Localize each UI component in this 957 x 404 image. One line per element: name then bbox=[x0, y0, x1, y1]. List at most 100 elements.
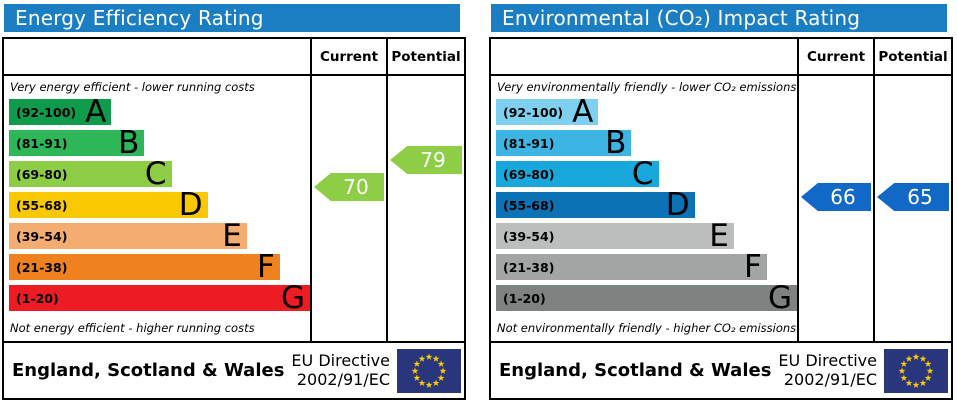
band-row-g: (1-20) G bbox=[9, 280, 310, 316]
column-header-row: Current Potential bbox=[491, 39, 951, 76]
band-row-e: (39-54) E bbox=[9, 218, 310, 254]
band-letter: A bbox=[85, 94, 107, 130]
band-range: (55-68) bbox=[16, 197, 68, 213]
potential-rating-value: 65 bbox=[907, 185, 933, 209]
potential-rating-arrow: 65 bbox=[877, 183, 949, 211]
band-f-bar: (21-38) F bbox=[496, 249, 767, 285]
band-row-a: (92-100) A bbox=[9, 94, 310, 130]
band-letter: G bbox=[767, 280, 792, 316]
band-c-bar: (69-80) C bbox=[496, 156, 659, 192]
band-a-bar: (92-100) A bbox=[496, 94, 599, 130]
band-g-bar: (1-20) G bbox=[9, 280, 310, 316]
band-row-e: (39-54) E bbox=[496, 218, 797, 254]
band-d-bar: (55-68) D bbox=[496, 187, 695, 223]
potential-rating-value: 79 bbox=[420, 148, 446, 172]
band-letter: B bbox=[118, 125, 140, 161]
region-label: England, Scotland & Wales bbox=[12, 360, 285, 381]
band-letter: B bbox=[605, 125, 627, 161]
band-a-bar: (92-100) A bbox=[9, 94, 112, 130]
current-column bbox=[797, 76, 873, 341]
bottom-caption: Not energy efficient - higher running co… bbox=[10, 321, 255, 335]
band-range: (69-80) bbox=[503, 166, 555, 182]
potential-column-header: Potential bbox=[873, 39, 951, 74]
column-header-row: Current Potential bbox=[4, 39, 464, 76]
band-letter: D bbox=[665, 187, 690, 223]
environmental-footer: England, Scotland & Wales EU Directive 2… bbox=[491, 341, 951, 398]
current-rating-value: 66 bbox=[830, 185, 856, 209]
eu-directive-line1: EU Directive bbox=[291, 350, 390, 370]
band-letter: E bbox=[709, 218, 729, 254]
band-letter: F bbox=[744, 249, 762, 285]
eu-directive-label: EU Directive 2002/91/EC bbox=[778, 350, 884, 390]
current-column bbox=[310, 76, 386, 341]
band-range: (81-91) bbox=[16, 135, 68, 151]
eu-directive-label: EU Directive 2002/91/EC bbox=[291, 350, 397, 390]
region-label: England, Scotland & Wales bbox=[499, 360, 772, 381]
band-letter: A bbox=[572, 94, 594, 130]
current-rating-arrow: 66 bbox=[801, 183, 871, 211]
environmental-impact-panel: Environmental (CO₂) Impact Rating Curren… bbox=[489, 4, 953, 400]
band-letter: E bbox=[222, 218, 242, 254]
band-b-bar: (81-91) B bbox=[496, 125, 632, 161]
band-row-f: (21-38) F bbox=[9, 249, 310, 285]
current-column-header: Current bbox=[797, 39, 873, 74]
band-range: (1-20) bbox=[503, 290, 546, 306]
band-letter: F bbox=[257, 249, 275, 285]
band-range: (21-38) bbox=[16, 259, 68, 275]
band-letter: D bbox=[178, 187, 203, 223]
band-letter: G bbox=[280, 280, 305, 316]
band-range: (81-91) bbox=[503, 135, 555, 151]
top-caption: Very energy efficient - lower running co… bbox=[10, 80, 255, 94]
eu-directive-line1: EU Directive bbox=[778, 350, 877, 370]
band-range: (55-68) bbox=[503, 197, 555, 213]
band-letter: C bbox=[631, 156, 654, 192]
band-row-c: (69-80) C bbox=[9, 156, 310, 192]
environmental-chart-body: Very environmentally friendly - lower CO… bbox=[491, 76, 951, 341]
potential-column bbox=[873, 76, 951, 341]
band-letter: C bbox=[144, 156, 167, 192]
empty-header-cell bbox=[491, 39, 797, 74]
band-row-g: (1-20) G bbox=[496, 280, 797, 316]
environmental-bands-column: Very environmentally friendly - lower CO… bbox=[491, 76, 797, 341]
band-row-b: (81-91) B bbox=[496, 125, 797, 161]
band-e-bar: (39-54) E bbox=[496, 218, 734, 254]
eu-directive-line2: 2002/91/EC bbox=[296, 369, 390, 389]
energy-panel-title: Energy Efficiency Rating bbox=[4, 4, 460, 32]
eu-directive-line2: 2002/91/EC bbox=[783, 369, 877, 389]
current-column-header: Current bbox=[310, 39, 386, 74]
energy-footer: England, Scotland & Wales EU Directive 2… bbox=[4, 341, 464, 398]
top-caption: Very environmentally friendly - lower CO… bbox=[497, 80, 797, 94]
potential-column bbox=[386, 76, 464, 341]
potential-rating-arrow: 79 bbox=[390, 146, 462, 174]
band-row-a: (92-100) A bbox=[496, 94, 797, 130]
band-range: (92-100) bbox=[503, 104, 564, 120]
band-range: (92-100) bbox=[16, 104, 77, 120]
current-rating-value: 70 bbox=[343, 175, 369, 199]
potential-column-header: Potential bbox=[386, 39, 464, 74]
band-c-bar: (69-80) C bbox=[9, 156, 172, 192]
eu-flag-icon bbox=[884, 348, 948, 393]
band-row-b: (81-91) B bbox=[9, 125, 310, 161]
energy-rating-table: Current Potential Very energy efficient … bbox=[2, 37, 466, 400]
band-row-d: (55-68) D bbox=[496, 187, 797, 223]
environmental-rating-table: Current Potential Very environmentally f… bbox=[489, 37, 953, 400]
empty-header-cell bbox=[4, 39, 310, 74]
band-range: (39-54) bbox=[16, 228, 68, 244]
band-e-bar: (39-54) E bbox=[9, 218, 247, 254]
band-b-bar: (81-91) B bbox=[9, 125, 145, 161]
band-row-f: (21-38) F bbox=[496, 249, 797, 285]
eu-flag-icon bbox=[397, 348, 461, 393]
band-range: (69-80) bbox=[16, 166, 68, 182]
current-rating-arrow: 70 bbox=[314, 173, 384, 201]
band-range: (21-38) bbox=[503, 259, 555, 275]
band-range: (1-20) bbox=[16, 290, 59, 306]
bottom-caption: Not environmentally friendly - higher CO… bbox=[497, 321, 797, 335]
band-range: (39-54) bbox=[503, 228, 555, 244]
energy-bands-column: Very energy efficient - lower running co… bbox=[4, 76, 310, 341]
band-g-bar: (1-20) G bbox=[496, 280, 797, 316]
band-row-c: (69-80) C bbox=[496, 156, 797, 192]
band-f-bar: (21-38) F bbox=[9, 249, 280, 285]
band-d-bar: (55-68) D bbox=[9, 187, 208, 223]
energy-chart-body: Very energy efficient - lower running co… bbox=[4, 76, 464, 341]
